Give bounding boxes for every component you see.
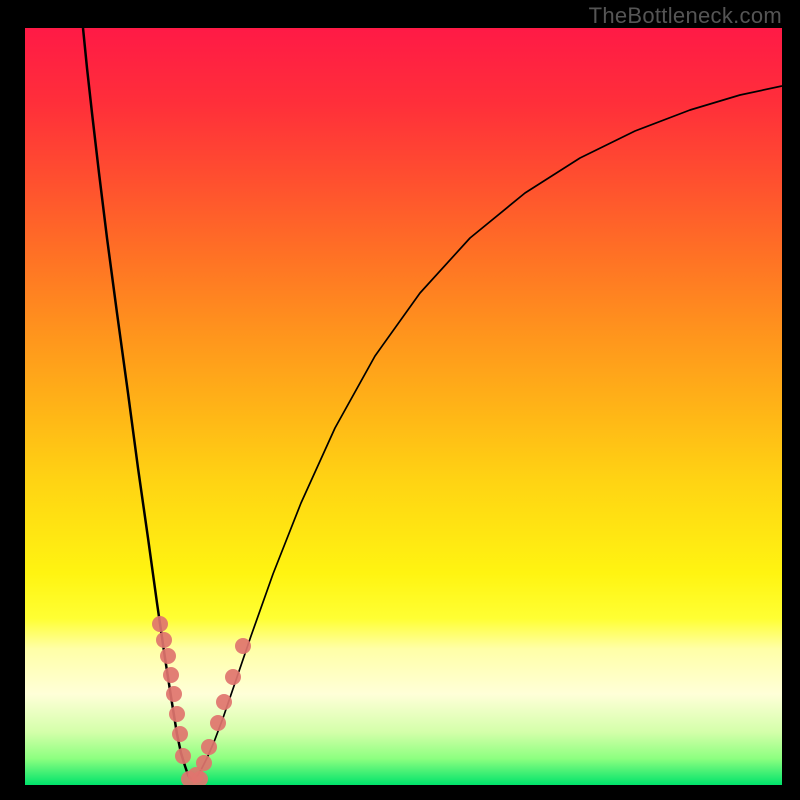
data-marker <box>196 755 212 771</box>
chart-svg <box>25 28 782 785</box>
data-marker <box>210 715 226 731</box>
plot-area <box>25 28 782 785</box>
data-marker <box>166 686 182 702</box>
data-marker <box>163 667 179 683</box>
data-marker <box>225 669 241 685</box>
chart-frame: TheBottleneck.com <box>0 0 800 800</box>
data-marker <box>201 739 217 755</box>
attribution-text: TheBottleneck.com <box>589 3 782 29</box>
data-marker <box>152 616 168 632</box>
gradient-background <box>25 28 782 785</box>
data-marker <box>175 748 191 764</box>
data-marker <box>169 706 185 722</box>
data-marker <box>172 726 188 742</box>
data-marker <box>156 632 172 648</box>
data-marker <box>235 638 251 654</box>
data-marker <box>160 648 176 664</box>
data-marker <box>216 694 232 710</box>
